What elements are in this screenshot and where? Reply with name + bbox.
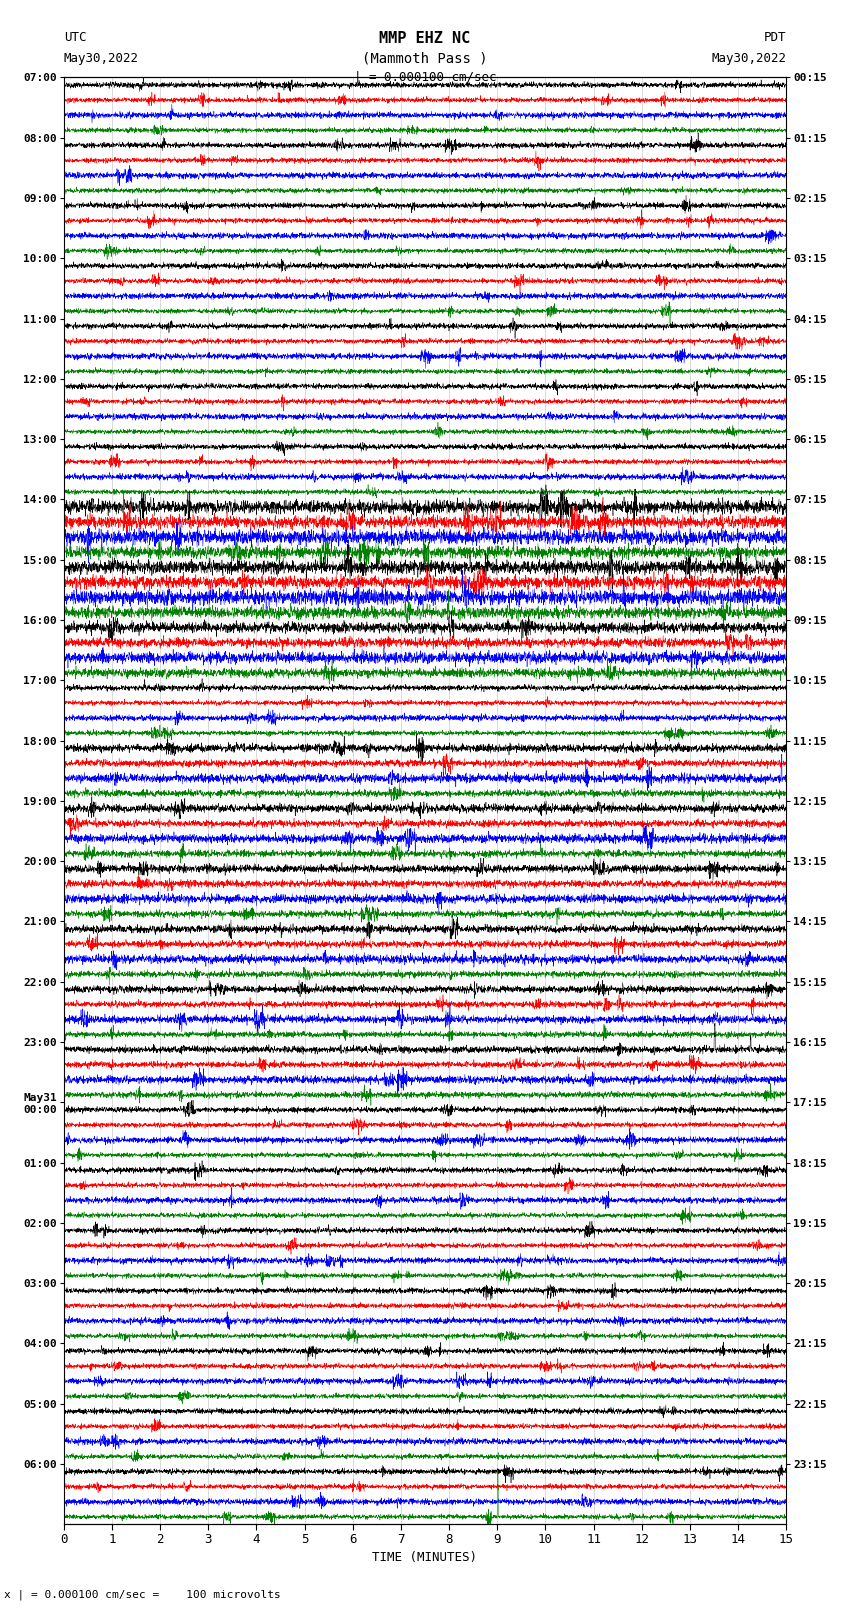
Text: | = 0.000100 cm/sec: | = 0.000100 cm/sec — [354, 71, 496, 84]
Text: x | = 0.000100 cm/sec =    100 microvolts: x | = 0.000100 cm/sec = 100 microvolts — [4, 1589, 281, 1600]
Text: UTC: UTC — [64, 31, 86, 45]
Text: MMP EHZ NC: MMP EHZ NC — [379, 31, 471, 47]
Text: May30,2022: May30,2022 — [64, 52, 139, 65]
Text: PDT: PDT — [764, 31, 786, 45]
X-axis label: TIME (MINUTES): TIME (MINUTES) — [372, 1552, 478, 1565]
Text: May30,2022: May30,2022 — [711, 52, 786, 65]
Text: (Mammoth Pass ): (Mammoth Pass ) — [362, 52, 488, 66]
